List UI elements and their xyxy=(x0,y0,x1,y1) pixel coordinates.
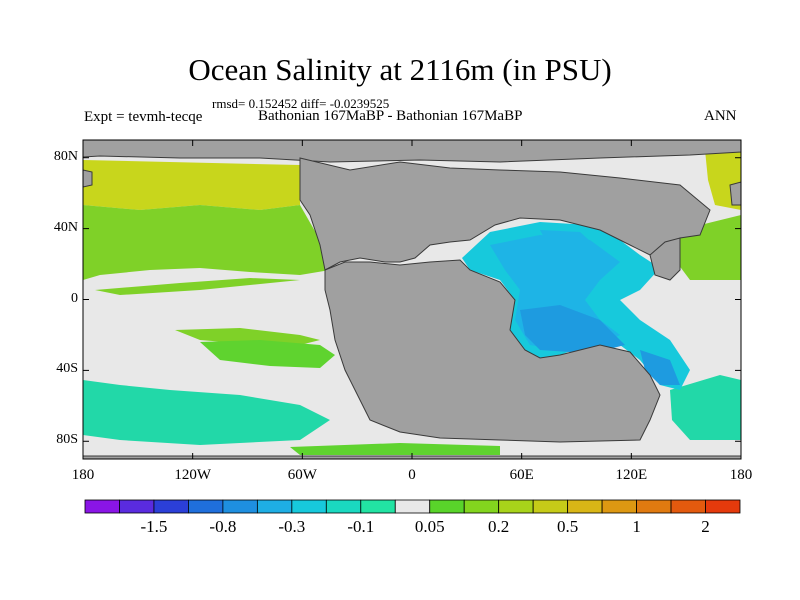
colorbar-label: -1.5 xyxy=(140,517,168,536)
colorbar-box xyxy=(325,499,362,514)
colorbar-box xyxy=(119,499,155,514)
y-tick-label: 40S xyxy=(56,361,78,377)
colorbar-label: 0.5 xyxy=(557,517,579,536)
x-tick-label: 120E xyxy=(615,467,648,483)
colorbar-box xyxy=(291,499,327,514)
colorbar-box xyxy=(222,499,258,514)
x-tick-label: 0 xyxy=(408,467,416,483)
colorbar-box xyxy=(360,499,396,514)
colorbar-label: -0.8 xyxy=(209,517,237,536)
tethys-deep-blue xyxy=(520,305,625,352)
southern-teal-west xyxy=(83,380,330,445)
x-tick-label: 60W xyxy=(287,467,317,483)
land-east-asia xyxy=(649,237,681,281)
x-tick-label: 180 xyxy=(729,467,753,483)
colorbar-box xyxy=(636,499,672,514)
tethys-deep-blue-2 xyxy=(640,350,680,385)
colorbar-box xyxy=(463,499,500,514)
colorbar-box xyxy=(429,499,465,514)
land-laurasia xyxy=(299,157,711,271)
southern-green-strip xyxy=(290,443,500,455)
y-ticks xyxy=(83,157,741,442)
colorbar-box xyxy=(84,499,120,514)
runs-label: Bathonian 167MaBP - Bathonian 167MaBP xyxy=(258,108,523,124)
north-pacific-yellow xyxy=(83,160,300,210)
colorbar-box xyxy=(567,499,603,514)
land-gondwana xyxy=(324,259,661,443)
experiment-label: Expt = tevmh-tecqe xyxy=(84,109,203,125)
colorbar-label: 0.05 xyxy=(414,517,445,536)
colorbar-label: 1 xyxy=(632,517,641,536)
southern-teal-east xyxy=(670,375,741,440)
x-ticks xyxy=(82,140,742,459)
north-pacific-green xyxy=(83,205,330,280)
colorbar-box xyxy=(670,499,706,514)
colorbar-label: -0.1 xyxy=(347,517,375,536)
chart-title: Ocean Salinity at 2116m (in PSU) xyxy=(188,52,612,87)
colorbar-box xyxy=(498,499,534,514)
colorbar-box xyxy=(705,499,741,514)
x-tick-label: 180 xyxy=(71,467,95,483)
pacific-green-streak-2 xyxy=(175,328,320,345)
season-label: ANN xyxy=(704,108,737,124)
colorbar-box xyxy=(532,499,569,514)
y-tick-label: 0 xyxy=(71,290,78,306)
y-tick-label: 80N xyxy=(53,148,78,164)
pacific-green-streak-1 xyxy=(95,278,300,295)
y-tick-label: 40N xyxy=(53,219,78,235)
colorbar-label: -0.3 xyxy=(278,517,306,536)
colorbar-box xyxy=(256,499,293,514)
x-tick-label: 60E xyxy=(509,467,534,483)
stats-line: rmsd= 0.152452 diff= -0.0239525 xyxy=(212,96,390,111)
colorbar-box xyxy=(153,499,189,514)
tethys-mid-blue-2 xyxy=(540,230,600,262)
colorbar-box xyxy=(188,499,224,514)
pacific-green-blob xyxy=(200,340,335,368)
x-tick-label: 120W xyxy=(174,467,211,483)
colorbar-label: 0.2 xyxy=(488,517,510,536)
colorbar-box xyxy=(394,499,431,514)
colorbar-box xyxy=(601,499,637,514)
colorbar-label: 2 xyxy=(701,517,710,536)
y-tick-label: 80S xyxy=(56,432,78,448)
